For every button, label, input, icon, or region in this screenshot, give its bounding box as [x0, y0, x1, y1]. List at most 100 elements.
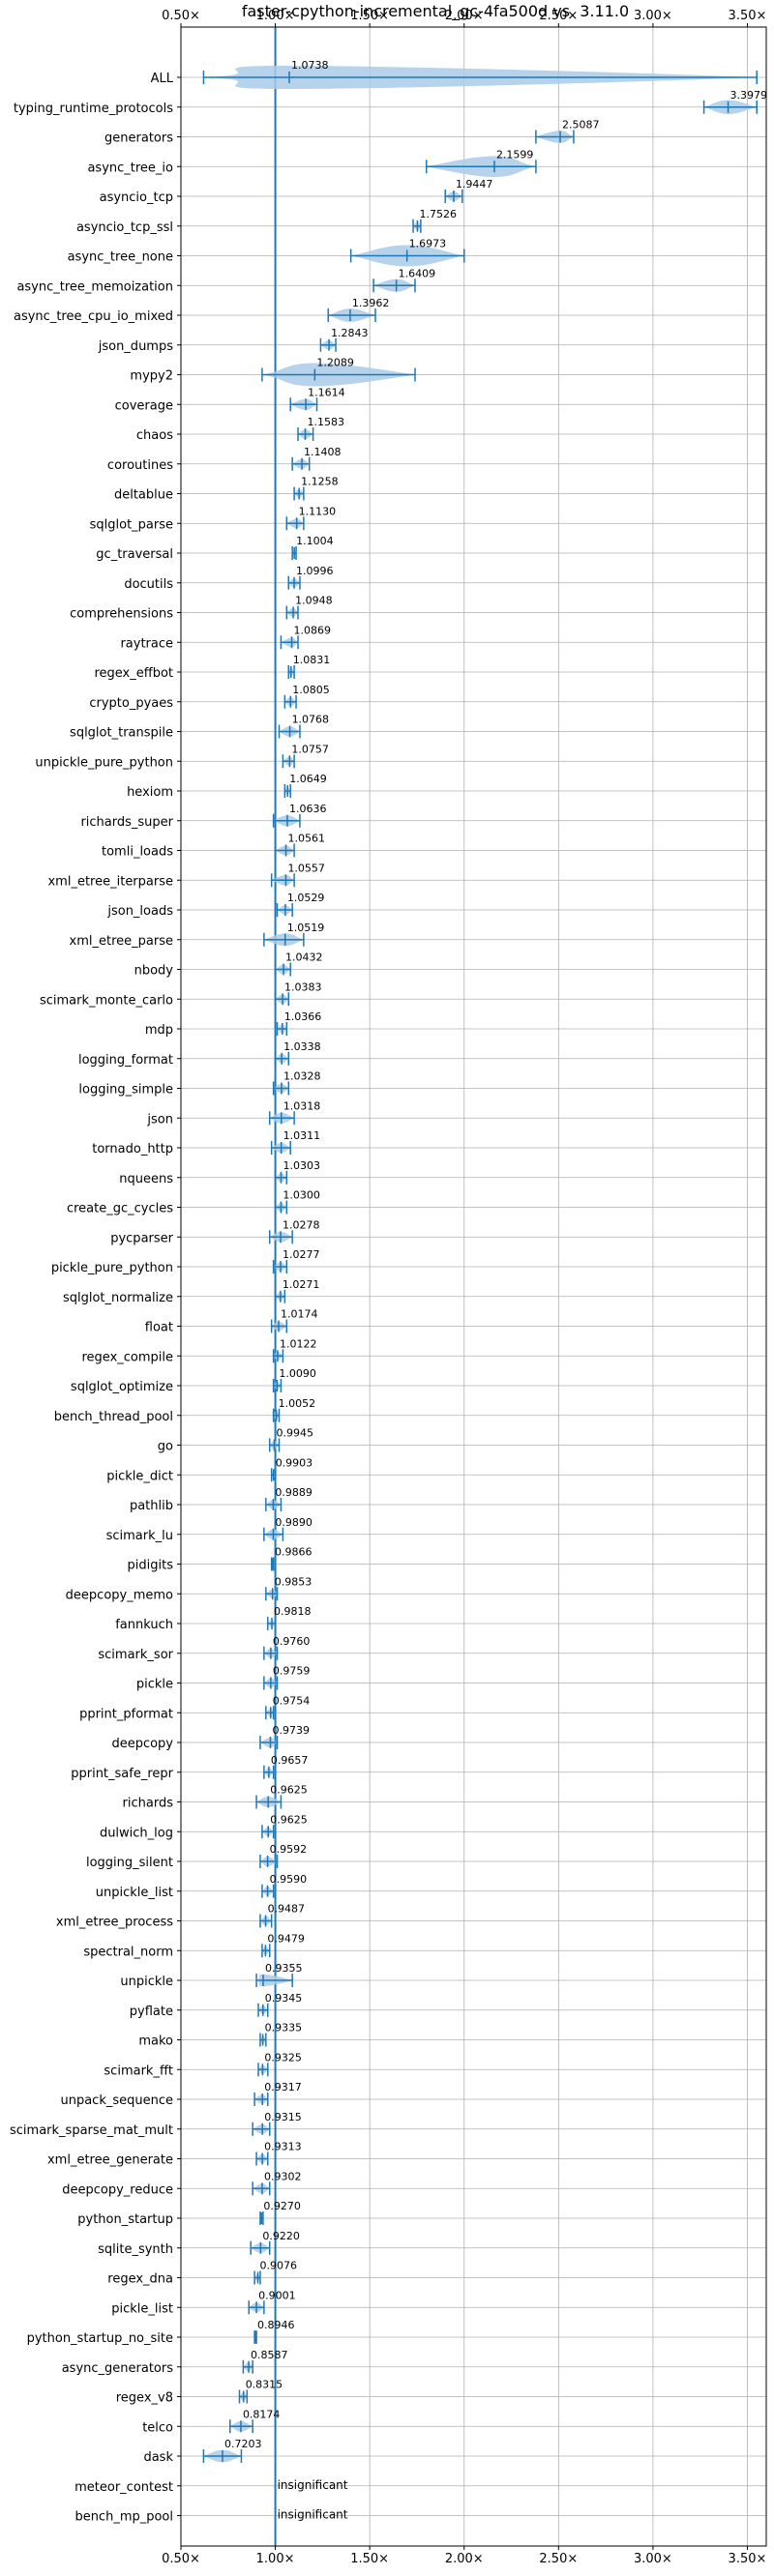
value-label: 1.1583 — [307, 416, 344, 428]
y-tick-label: pathlib — [130, 1499, 173, 1513]
value-label: 0.9325 — [264, 2051, 302, 2064]
value-label: 0.9592 — [270, 1843, 308, 1856]
insignificant-label: insignificant — [278, 2508, 348, 2522]
y-tick-label: mako — [138, 2034, 173, 2049]
y-tick-label: raytrace — [120, 636, 173, 651]
y-tick-label: chaos — [136, 428, 173, 443]
value-label: 0.9315 — [264, 2111, 302, 2123]
y-tick-label: typing_runtime_protocols — [14, 102, 173, 116]
y-tick-label: coroutines — [107, 458, 173, 473]
value-label: 0.9001 — [258, 2289, 296, 2301]
value-label: 1.0768 — [292, 714, 330, 726]
y-tick-label: bench_mp_pool — [74, 2510, 173, 2525]
y-tick-label: logging_simple — [78, 1083, 173, 1098]
y-tick-label: pickle_list — [111, 2301, 173, 2316]
value-label: 0.9760 — [273, 1635, 311, 1648]
value-label: 1.0300 — [283, 1189, 320, 1202]
y-tick-label: deepcopy_reduce — [62, 2182, 173, 2197]
y-tick-label: unpickle_pure_python — [35, 755, 173, 770]
value-label: 1.0090 — [279, 1367, 316, 1380]
value-label: 1.0383 — [284, 981, 322, 993]
value-label: 1.0831 — [293, 654, 331, 666]
value-label: 0.9889 — [275, 1486, 313, 1499]
value-label: 1.1408 — [304, 446, 342, 458]
y-tick-label: telco — [142, 2420, 173, 2435]
y-tick-label: deltablue — [114, 488, 173, 503]
y-tick-label: regex_compile — [81, 1350, 173, 1364]
y-tick-label: pickle — [136, 1678, 173, 1692]
y-tick-label: deepcopy_memo — [66, 1588, 173, 1602]
y-tick-label-layer: ALL typing_runtime_protocols generators asy… — [10, 72, 181, 2525]
value-label: 1.0561 — [288, 833, 326, 845]
value-label: 0.9818 — [274, 1605, 312, 1618]
x-tick-label-bottom: 2.50× — [539, 2552, 578, 2566]
value-label: 1.9447 — [456, 178, 493, 190]
x-tick-label-top: 3.00× — [634, 9, 672, 23]
y-tick-label: pickle_pure_python — [51, 1261, 173, 1275]
y-tick-label: json — [146, 1112, 173, 1127]
value-label: 1.0649 — [289, 773, 327, 785]
y-tick-label: crypto_pyaes — [89, 696, 173, 711]
y-tick-label: pprint_pformat — [79, 1707, 173, 1721]
y-tick-label: asyncio_tcp_ssl — [76, 220, 173, 235]
value-label: 1.0174 — [281, 1308, 318, 1321]
value-label: 1.0738 — [291, 59, 329, 72]
x-tick-label-bottom: 1.50× — [350, 2552, 389, 2566]
x-tick-label-top: 1.50× — [350, 9, 389, 23]
y-tick-label: fannkuch — [115, 1618, 173, 1632]
y-tick-label: generators — [104, 132, 173, 146]
plot-frame — [180, 26, 767, 2547]
y-tick-label: richards — [123, 1797, 174, 1811]
y-tick-label: regex_effbot — [94, 666, 173, 681]
value-label: 1.0996 — [296, 565, 334, 577]
y-tick-label: sqlglot_parse — [90, 517, 173, 532]
y-tick-label: bench_thread_pool — [54, 1410, 173, 1424]
y-tick-label: async_tree_io — [87, 161, 173, 175]
y-tick-label: xml_etree_generate — [47, 2153, 173, 2168]
value-label: 0.9487 — [268, 1903, 306, 1916]
y-tick-label: scimark_lu — [106, 1529, 173, 1543]
y-tick-label: xml_etree_process — [56, 1916, 173, 1930]
y-tick-label: logging_silent — [86, 1856, 173, 1870]
y-tick-label: spectral_norm — [83, 1945, 173, 1959]
y-tick-label: sqlglot_transpile — [70, 726, 173, 741]
value-label: 0.9313 — [264, 2141, 302, 2153]
x-tick-label-layer: 0.50× 0.50× 1.00× 1.00× 1.50× 1.50× 2.00× 2.00×… — [162, 9, 766, 2566]
grid-layer — [180, 27, 766, 2546]
value-label: 0.8946 — [257, 2319, 295, 2331]
y-tick-label: unpack_sequence — [60, 2093, 173, 2108]
value-label: 1.0805 — [292, 684, 330, 696]
value-label: 2.1599 — [496, 148, 534, 161]
y-tick-label: unpickle — [120, 1975, 173, 1989]
value-label: 1.7526 — [419, 208, 457, 220]
y-tick-label: scimark_fft — [104, 2064, 173, 2078]
y-tick-label: xml_etree_parse — [70, 934, 173, 949]
y-tick-label: async_tree_memoization — [16, 279, 173, 294]
value-label: 1.0271 — [283, 1278, 320, 1291]
value-label: 0.8587 — [251, 2349, 288, 2361]
y-tick-label: meteor_contest — [74, 2480, 173, 2495]
y-tick-label: mdp — [145, 1023, 173, 1038]
value-label: 1.0318 — [283, 1099, 321, 1112]
value-label: 0.9890 — [275, 1516, 313, 1529]
value-label: 0.9355 — [265, 1962, 303, 1975]
value-label: 0.9479 — [267, 1932, 305, 1945]
x-tick-label-top: 1.00× — [256, 9, 295, 23]
value-label: 0.9903 — [276, 1456, 313, 1469]
y-tick-label: pprint_safe_repr — [71, 1767, 173, 1781]
value-label: 0.9866 — [275, 1546, 313, 1559]
y-tick-label: sqlglot_normalize — [63, 1291, 173, 1305]
y-tick-label: go — [158, 1440, 173, 1454]
value-label: 1.0948 — [295, 595, 333, 607]
y-tick-label: tornado_http — [92, 1142, 173, 1156]
value-label: 1.0303 — [283, 1159, 320, 1172]
value-label: 1.0757 — [291, 743, 329, 755]
value-label: 1.0869 — [294, 624, 332, 636]
y-tick-label: pidigits — [128, 1559, 174, 1573]
value-label: 0.9345 — [265, 1992, 303, 2005]
y-tick-label: tomli_loads — [102, 845, 173, 860]
value-label: 1.0122 — [280, 1337, 317, 1350]
x-tick-label-bottom: 3.00× — [634, 2552, 672, 2566]
value-label: 0.9853 — [275, 1575, 313, 1588]
y-tick-label: unpickle_list — [96, 1886, 173, 1900]
